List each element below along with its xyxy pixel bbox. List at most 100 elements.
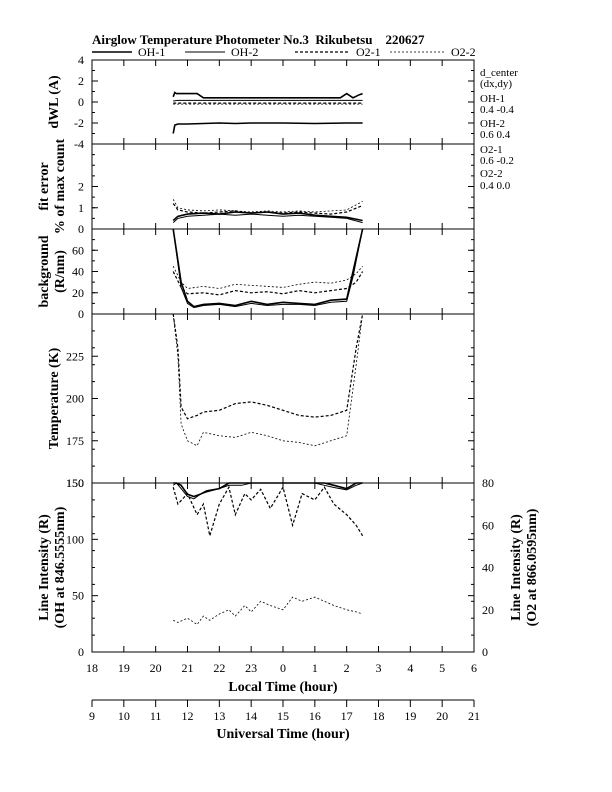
ytick-label-bg: 0 <box>78 307 84 321</box>
legend-label-o2-1: O2-1 <box>356 45 381 59</box>
ytick-right-label-intensity: 80 <box>482 476 494 490</box>
series-temp-o2-2 <box>172 313 363 447</box>
panel-temp: 225 200 175 150 Temperature (K) <box>47 313 475 490</box>
ytick-label-intensity: 150 <box>66 476 84 490</box>
xtick-label-local: 23 <box>245 661 257 675</box>
legend-label-oh-1: OH-1 <box>138 45 165 59</box>
series-intensity-oh-1 <box>173 482 363 498</box>
series-intensity-o2-1 <box>172 485 364 537</box>
side-label: O2-1 <box>480 144 503 156</box>
panel-frame-dwl <box>91 59 475 145</box>
side-label: 0.4 -0.4 <box>480 104 514 116</box>
ytick-right-label-intensity: 60 <box>482 518 494 532</box>
xtick-label-local: 1 <box>312 661 318 675</box>
ylabel-right-intensity: Line Intensity (R) <box>509 514 524 621</box>
side-label: (dx,dy) <box>480 78 512 90</box>
ytick-right-label-intensity: 40 <box>482 561 494 575</box>
xtick-label-local: 2 <box>344 661 350 675</box>
ytick-label-fit: 0 <box>78 222 84 236</box>
side-label: OH-1 <box>480 93 505 105</box>
ytick-label-temp: 175 <box>66 434 84 448</box>
ylabel-intensity: Line Intensity (R) <box>37 514 52 621</box>
xtick-label-ut: 17 <box>341 709 353 723</box>
series-bg-oh-2 <box>172 228 364 309</box>
xtick-label-ut: 18 <box>373 709 385 723</box>
series-fit-oh-1 <box>172 211 363 222</box>
ytick-label-dwl: 2 <box>78 74 84 88</box>
xtick-label-local: 20 <box>150 661 162 675</box>
xtick-label-local: 6 <box>471 661 477 675</box>
ytick-label-fit: 1 <box>78 201 84 215</box>
ytick-label-bg: 20 <box>72 286 84 300</box>
series-fit-oh-2 <box>172 213 363 224</box>
xtick-label-local: 22 <box>213 661 225 675</box>
xtick-label-local: 4 <box>407 661 413 675</box>
ytick-label-dwl: -4 <box>74 137 84 151</box>
series-dwl-oh-1 <box>172 91 363 99</box>
side-label: 0.6 0.4 <box>480 129 511 141</box>
side-label: 0.4 0.0 <box>480 180 511 192</box>
series-intensity-oh-2 <box>172 482 363 500</box>
ytick-label-intensity: 100 <box>66 532 84 546</box>
xtick-label-ut: 20 <box>436 709 448 723</box>
series-bg-o2-1 <box>172 271 364 296</box>
xtick-label-local: 18 <box>86 661 98 675</box>
xtick-label-local: 5 <box>439 661 445 675</box>
panel-frame-temp <box>91 313 475 484</box>
side-label: O2-2 <box>480 168 503 180</box>
series-fit-o2-2 <box>172 199 363 213</box>
side-label: OH-2 <box>480 118 505 130</box>
legend-label-o2-2: O2-2 <box>451 45 476 59</box>
legend: OH-1 OH-2 O2-1 O2-2 <box>92 45 476 59</box>
xtick-label-local: 0 <box>280 661 286 675</box>
xtick-label-ut: 15 <box>277 709 289 723</box>
series-dwl-oh-1-second <box>172 122 363 134</box>
ytick-right-label-intensity: 20 <box>482 603 494 617</box>
ytick-label-dwl: -2 <box>74 116 84 130</box>
ytick-label-dwl: 4 <box>78 53 84 67</box>
ylabel-fit: fit error <box>37 162 52 210</box>
panel-frame-intensity <box>91 482 475 653</box>
series-intensity-o2-2 <box>173 596 363 626</box>
ytick-label-intensity: 0 <box>78 645 84 659</box>
panel-dwl: 4 2 0 -2 -4 dWL (A) <box>47 53 475 151</box>
xtick-label-ut: 9 <box>89 709 95 723</box>
ytick-label-intensity: 50 <box>72 589 84 603</box>
ytick-label-temp: 150 <box>66 476 84 490</box>
xtick-label-ut: 14 <box>245 709 257 723</box>
xtick-label-ut: 10 <box>118 709 130 723</box>
xtick-label-local: 21 <box>182 661 194 675</box>
xtick-label-ut: 13 <box>213 709 225 723</box>
ytick-label-bg: 60 <box>72 243 84 257</box>
xtick-label-ut: 11 <box>150 709 162 723</box>
xtick-label-ut: 12 <box>182 709 194 723</box>
side-label: 0.6 -0.2 <box>480 155 514 167</box>
ylabel2-intensity: (OH at 846.5555nm) <box>53 506 68 628</box>
side-label: d_center <box>480 67 518 79</box>
ytick-label-fit: 2 <box>78 180 84 194</box>
series-bg-oh-1 <box>172 228 364 308</box>
ytick-right-label-intensity: 0 <box>482 645 488 659</box>
ylabel-bg: background <box>37 235 52 307</box>
side-labels: d_center(dx,dy) OH-10.4 -0.4 OH-20.6 0.4 O2… <box>480 67 518 192</box>
ytick-label-temp: 200 <box>66 392 84 406</box>
xtick-label-local: 3 <box>376 661 382 675</box>
legend-label-oh-2: OH-2 <box>231 45 258 59</box>
ylabel2-fit: % of max count <box>53 139 68 235</box>
series-dwl-oh-2 <box>173 99 363 102</box>
ytick-label-bg: 40 <box>72 265 84 279</box>
chart-title: Airglow Temperature Photometer No.3 Riku… <box>92 32 425 47</box>
series-temp-o2-1 <box>172 313 364 420</box>
ylabel-temp: Temperature (K) <box>47 347 62 449</box>
ylabel-right2-intensity: (O2 at 866.0595nm) <box>525 508 540 626</box>
xlabel-ut: Universal Time (hour) <box>216 727 350 742</box>
panel-frame-bg <box>91 228 475 315</box>
xtick-label-ut: 21 <box>468 709 480 723</box>
series-bg-o2-2 <box>172 265 363 289</box>
xtick-label-local: 19 <box>118 661 130 675</box>
ytick-label-dwl: 0 <box>78 95 84 109</box>
